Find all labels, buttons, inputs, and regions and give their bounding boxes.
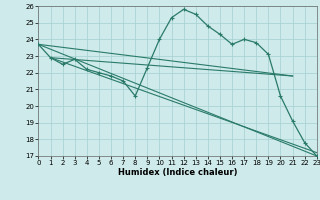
X-axis label: Humidex (Indice chaleur): Humidex (Indice chaleur) (118, 168, 237, 177)
